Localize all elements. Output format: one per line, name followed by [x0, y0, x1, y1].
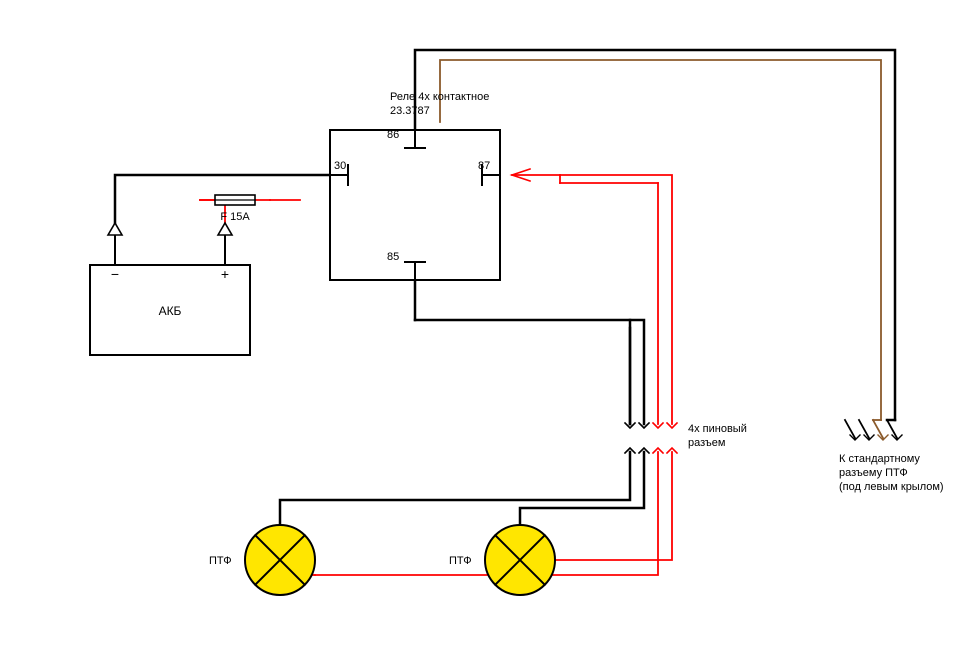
svg-text:Реле 4х контактное: Реле 4х контактное: [390, 91, 489, 103]
svg-text:4х пиновый: 4х пиновый: [688, 423, 747, 435]
svg-text:86: 86: [387, 129, 399, 141]
svg-text:АКБ: АКБ: [159, 304, 182, 318]
svg-text:+: +: [221, 266, 229, 282]
fog-lamps: ПТФ ПТФ: [209, 525, 555, 595]
svg-text:30: 30: [334, 160, 346, 172]
wiring-diagram: 4х пиновый разъем К стандартному разъему ПТ…: [0, 0, 960, 645]
svg-text:−: −: [111, 266, 119, 282]
svg-text:23.3787: 23.3787: [390, 105, 430, 117]
svg-text:(под левым крылом): (под левым крылом): [839, 481, 944, 493]
svg-text:ПТФ: ПТФ: [449, 555, 472, 567]
svg-text:85: 85: [387, 251, 399, 263]
svg-text:разъем: разъем: [688, 437, 725, 449]
svg-text:ПТФ: ПТФ: [209, 555, 232, 567]
svg-text:F 15A: F 15A: [220, 211, 250, 223]
svg-text:87: 87: [478, 160, 490, 172]
fuse: F 15A: [200, 195, 270, 223]
svg-text:разъему ПТФ: разъему ПТФ: [839, 467, 908, 479]
svg-text:К стандартному: К стандартному: [839, 453, 920, 465]
battery: АКБ − +: [90, 223, 250, 355]
